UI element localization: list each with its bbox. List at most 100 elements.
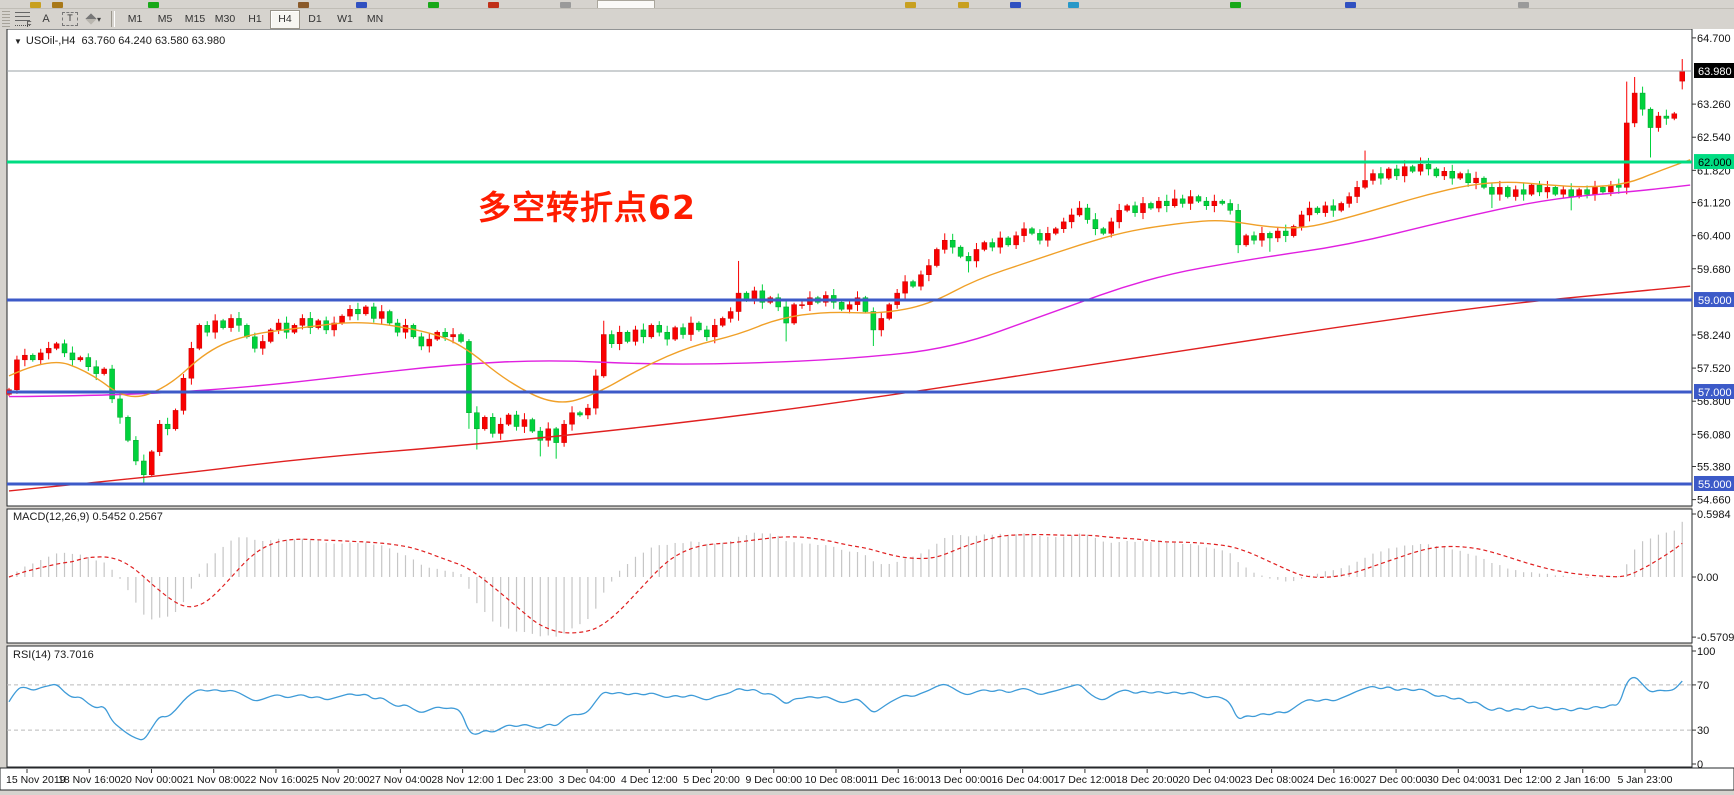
candle-body <box>505 414 512 425</box>
rsi-panel[interactable] <box>6 645 1693 768</box>
candle-body <box>45 348 52 354</box>
main-chart-panel[interactable] <box>6 29 1693 507</box>
candle-body <box>85 357 92 367</box>
candle-body <box>1195 196 1202 202</box>
candle-body <box>180 377 187 411</box>
candle-body <box>307 318 314 328</box>
price-tick-label: 58.240 <box>1697 330 1731 342</box>
macd-indicator-label: MACD(12,26,9) 0.5452 0.2567 <box>13 511 163 523</box>
candle-body <box>1037 233 1043 241</box>
price-tick-label: 63.260 <box>1697 99 1731 111</box>
candle-body <box>275 322 282 331</box>
toolbar: F A T ▾ M1 M5 M15 M30 H1 H4 D1 W1 MN <box>0 9 1734 30</box>
candle-body <box>799 304 805 306</box>
toolbar-drag-handle[interactable] <box>2 11 10 27</box>
rsi-line <box>8 676 1683 741</box>
symbol-title: ▼ USOil-,H4 63.760 64.240 63.580 63.980 <box>14 35 225 47</box>
candle-body <box>1647 108 1654 128</box>
timeframe-button-d1[interactable]: D1 <box>308 13 322 25</box>
timeframe-button-h1[interactable]: H1 <box>248 13 262 25</box>
candle-body <box>569 412 575 425</box>
candle-body <box>1203 200 1210 207</box>
timeframe-button-m1[interactable]: M1 <box>127 13 143 25</box>
candle-body <box>537 430 544 441</box>
chart-annotation-text[interactable]: 多空转折点62 <box>478 188 696 227</box>
candle-body <box>37 352 44 361</box>
candle-body <box>1338 203 1344 211</box>
timeframe-button-m15[interactable]: M15 <box>184 13 206 25</box>
candle-body <box>1346 196 1352 204</box>
candle-body <box>1124 205 1130 211</box>
price-tick-label: 62.540 <box>1697 132 1731 144</box>
clipped-toolbar-icon <box>560 2 571 8</box>
time-tick-label: 18 Dec 20:00 <box>1116 774 1179 786</box>
candle-body <box>450 334 456 338</box>
candle-body <box>1219 200 1226 204</box>
time-tick-label: 15 Nov 2019 <box>6 774 66 786</box>
timeframe-button-w1[interactable]: W1 <box>337 13 353 25</box>
candle-body <box>926 265 932 275</box>
timeframe-button-mn[interactable]: MN <box>366 13 384 25</box>
candle-body <box>1045 233 1051 241</box>
candle-body <box>601 334 607 377</box>
blue-line-badge-59 <box>1694 292 1734 308</box>
candle-body <box>838 302 845 310</box>
candle-body <box>1140 203 1146 213</box>
candle-body <box>1552 187 1559 195</box>
candle-body <box>616 331 623 344</box>
time-tick-label: 5 Dec 20:00 <box>683 774 740 786</box>
chart-canvas: 64.70063.26062.54061.82061.12060.40059.6… <box>0 29 1734 791</box>
time-tick-label: 5 Jan 23:00 <box>1618 774 1673 786</box>
clipped-toolbar-icon <box>1010 2 1021 8</box>
candle-body <box>1282 230 1289 236</box>
candle-body <box>624 331 631 342</box>
candle-body <box>862 297 869 312</box>
ma-slow-red <box>8 285 1691 492</box>
candle-body <box>378 311 385 319</box>
candle-body <box>1441 171 1448 177</box>
candle-body <box>1370 173 1376 181</box>
candle-body <box>267 329 274 342</box>
fibonacci-icon: F <box>14 12 32 29</box>
text-box-tool-button[interactable]: T <box>59 10 81 28</box>
candle-body <box>997 237 1003 248</box>
clipped-toolbar-icon <box>356 2 367 8</box>
timeframe-button-m30[interactable]: M30 <box>214 13 236 25</box>
time-axis-strip[interactable] <box>0 767 1734 791</box>
candle-body <box>53 343 60 349</box>
candle-body <box>1457 173 1463 179</box>
time-tick-label: 28 Nov 12:00 <box>431 774 494 786</box>
chevron-down-icon: ▾ <box>96 14 101 24</box>
chevron-down-icon[interactable]: ▼ <box>14 37 22 46</box>
candle-body <box>1600 187 1606 193</box>
candle-body <box>561 423 567 443</box>
candle-body <box>585 407 591 416</box>
clipped-pressed-button[interactable] <box>597 0 655 8</box>
time-tick-label: 13 Dec 00:00 <box>929 774 992 786</box>
price-tick-label: 56.080 <box>1697 429 1731 441</box>
candle-body <box>466 341 472 413</box>
candle-body <box>1298 214 1305 227</box>
timeframe-button-m5[interactable]: M5 <box>157 13 173 25</box>
time-tick-label: 1 Dec 23:00 <box>497 774 554 786</box>
candle-body <box>1235 210 1241 246</box>
candle-body <box>759 290 766 303</box>
clipped-toolbar-icon <box>1345 2 1356 8</box>
candle-body <box>632 329 639 342</box>
time-tick-label: 11 Dec 16:00 <box>867 774 929 786</box>
candle-body <box>1005 237 1011 246</box>
price-tick-label: 64.700 <box>1697 33 1731 45</box>
candle-body <box>775 297 781 308</box>
fibonacci-tool-button[interactable]: F <box>11 10 33 29</box>
candle-body <box>1171 198 1178 207</box>
text-label-icon[interactable]: A <box>42 13 50 25</box>
candle-body <box>418 336 425 347</box>
price-tick-label: 61.120 <box>1697 198 1731 210</box>
time-tick-label: 24 Dec 16:00 <box>1303 774 1366 786</box>
timeframe-button-h4[interactable]: H4 <box>270 9 300 29</box>
macd-tick-label: 0.5984 <box>1697 509 1731 521</box>
green-line-badge <box>1694 154 1734 170</box>
arrows-tool-button[interactable]: ▾ <box>83 10 105 28</box>
candle-body <box>989 242 996 248</box>
candle-body <box>1259 233 1265 241</box>
